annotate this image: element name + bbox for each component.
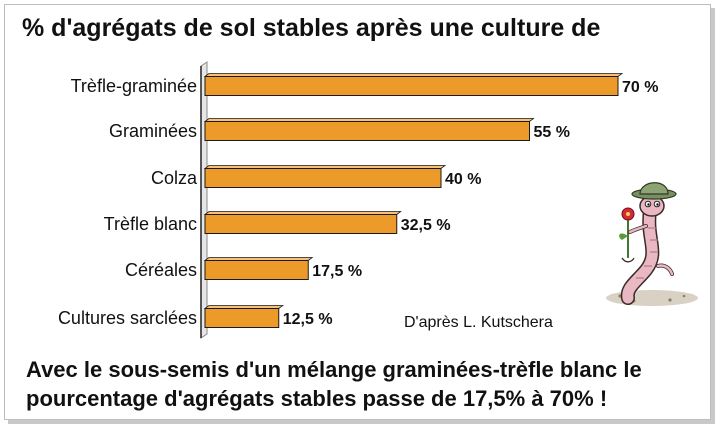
axis-side-wall bbox=[200, 61, 208, 339]
bar bbox=[204, 121, 530, 141]
bar bbox=[204, 308, 280, 328]
category-label: Céréales bbox=[125, 260, 197, 280]
value-label: 17,5 % bbox=[312, 263, 362, 280]
caption-line-2: pourcentage d'agrégats stables passe de … bbox=[26, 386, 608, 411]
bar bbox=[204, 76, 619, 96]
category-label: Trèfle-graminée bbox=[71, 76, 197, 96]
earthworm-illustration bbox=[606, 182, 698, 306]
value-label: 12,5 % bbox=[283, 311, 333, 328]
bar bbox=[204, 260, 309, 280]
bar bbox=[204, 214, 398, 234]
category-label: Cultures sarclées bbox=[58, 308, 197, 328]
chart-title: % d'agrégats de sol stables après une cu… bbox=[22, 14, 601, 42]
source-credit: D'après L. Kutschera bbox=[404, 314, 553, 331]
caption-line-1: Avec le sous-semis d'un mélange graminée… bbox=[26, 357, 642, 382]
category-label: Trèfle blanc bbox=[104, 214, 197, 234]
category-label: Graminées bbox=[109, 121, 197, 141]
caption: Avec le sous-semis d'un mélange graminée… bbox=[26, 355, 706, 413]
value-label: 40 % bbox=[445, 171, 481, 188]
value-label: 32,5 % bbox=[401, 217, 451, 234]
category-label: Colza bbox=[151, 168, 198, 188]
value-label: 55 % bbox=[534, 124, 570, 141]
value-label: 70 % bbox=[622, 79, 658, 96]
bar bbox=[204, 168, 442, 188]
